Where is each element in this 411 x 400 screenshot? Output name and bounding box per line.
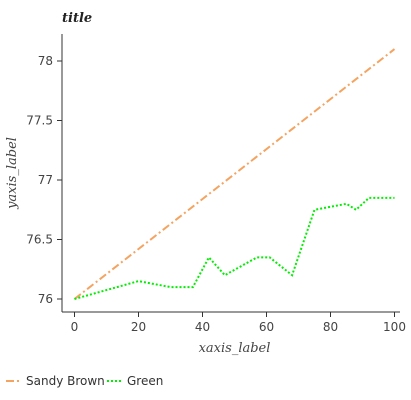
series-line-green — [74, 196, 395, 300]
y-axis-title: yaxis_label — [5, 137, 20, 210]
y-tick-label: 76 — [38, 292, 53, 306]
y-tick-label: 77.5 — [26, 114, 53, 128]
x-tick-label: 80 — [323, 320, 338, 334]
axes — [61, 34, 400, 313]
legend-label: Green — [127, 374, 163, 388]
series-layer — [73, 48, 396, 300]
x-tick-label: 60 — [259, 320, 274, 334]
x-tick-label: 0 — [71, 320, 79, 334]
legend: Sandy Brown Green — [6, 374, 163, 388]
chart-title: title — [62, 11, 92, 26]
x-tick-label: 40 — [195, 320, 210, 334]
series-line-sandy-brown — [73, 48, 396, 300]
legend-label: Sandy Brown — [26, 374, 105, 388]
y-tick-label: 76.5 — [26, 233, 53, 247]
x-ticks: 0 20 40 60 80 100 — [71, 312, 406, 334]
x-tick-label: 100 — [383, 320, 406, 334]
y-ticks: 76 76.5 77 77.5 78 — [26, 54, 62, 306]
x-axis-title: xaxis_label — [199, 341, 271, 356]
x-tick-label: 20 — [131, 320, 146, 334]
y-tick-label: 78 — [38, 54, 53, 68]
y-tick-label: 77 — [38, 173, 53, 187]
